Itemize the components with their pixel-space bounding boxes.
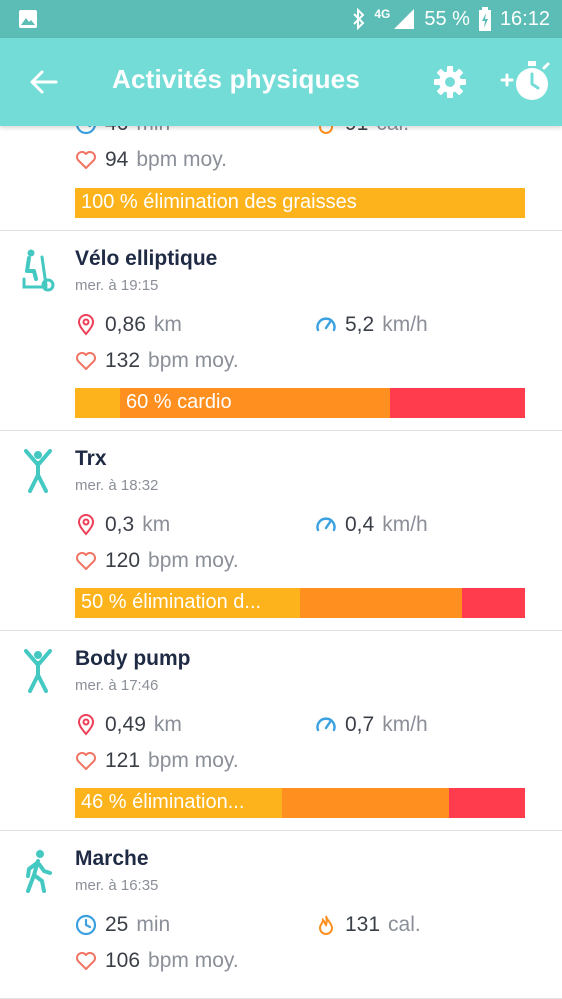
zone-cardio <box>120 388 390 418</box>
status-bar: 4G 55 % 16:12 <box>0 0 562 38</box>
heart-rate-stat: 132 bpm moy. <box>75 349 239 373</box>
heart-zone-bar: 50 % élimination d... <box>75 588 525 618</box>
heart-zone-bar: 100 % élimination des graisses <box>75 188 525 218</box>
elliptical-icon <box>22 249 55 292</box>
zone-fat-burn <box>75 388 120 418</box>
distance-stat: 0,3 km <box>75 513 170 537</box>
location-pin-icon <box>77 314 95 336</box>
activity-name: Vélo elliptique <box>75 247 218 270</box>
image-notification-icon <box>19 10 37 28</box>
gear-icon[interactable] <box>432 64 468 100</box>
duration-stat: 25 min <box>75 913 170 937</box>
page-title: Activités physiques <box>112 64 360 94</box>
walking-person-icon <box>26 850 52 893</box>
activity-card[interactable]: Vélo elliptique mer. à 19:15 0,86 km 5,2 k… <box>0 231 562 431</box>
bluetooth-icon <box>353 8 365 30</box>
workout-person-icon <box>24 649 52 693</box>
location-pin-icon <box>77 514 95 536</box>
heart-icon <box>76 952 96 970</box>
calories-stat: 91cal. <box>315 126 409 136</box>
back-arrow-icon[interactable] <box>28 66 60 98</box>
zone-peak <box>390 388 525 418</box>
distance-stat: 0,49 km <box>75 713 182 737</box>
heart-icon <box>76 752 96 770</box>
heart-rate-stat: 106 bpm moy. <box>75 949 239 973</box>
zone-label: 46 % élimination... <box>81 791 245 813</box>
activity-name: Marche <box>75 847 149 870</box>
zone-fat-burn <box>75 588 300 618</box>
battery-percent: 55 % <box>424 7 470 30</box>
speedometer-icon <box>316 317 336 332</box>
heart-zone-bar: 60 % cardio <box>75 388 525 418</box>
flame-icon <box>318 915 334 935</box>
activity-card[interactable]: Trx mer. à 18:32 0,3 km 0,4 km/h 120 bpm mo… <box>0 431 562 631</box>
speed-stat: 0,4 km/h <box>315 513 428 537</box>
zone-cardio <box>282 788 449 818</box>
location-pin-icon <box>77 714 95 736</box>
network-type: 4G <box>374 7 391 21</box>
flame-icon <box>318 126 334 134</box>
distance-stat: 0,86 km <box>75 313 182 337</box>
clock: 16:12 <box>499 7 550 30</box>
activity-time: mer. à 16:35 <box>75 877 159 894</box>
workout-person-icon <box>24 449 52 493</box>
speedometer-icon <box>316 717 336 732</box>
signal-icon <box>394 9 415 29</box>
zone-label: 60 % cardio <box>126 391 232 413</box>
zone-label: 100 % élimination des graisses <box>81 191 357 213</box>
activity-name: Body pump <box>75 647 191 670</box>
zone-label: 50 % élimination d... <box>81 591 262 613</box>
speedometer-icon <box>316 517 336 532</box>
heart-icon <box>76 552 96 570</box>
app-bar: Activités physiques <box>0 38 562 126</box>
heart-rate-stat: 94 bpm moy. <box>75 148 227 172</box>
heart-zone-bar: 46 % élimination... <box>75 788 525 818</box>
duration-stat: 46min <box>75 126 170 136</box>
activity-name: Trx <box>75 447 107 470</box>
calories-stat: 131 cal. <box>315 913 421 937</box>
zone-fat-burn <box>75 788 282 818</box>
clock-icon <box>75 914 97 936</box>
zone-fat-burn <box>75 188 525 218</box>
battery-charging-icon <box>478 7 491 31</box>
add-exercise-timer-icon[interactable] <box>500 58 552 104</box>
speed-stat: 5,2 km/h <box>315 313 428 337</box>
zone-peak <box>448 788 525 818</box>
heart-rate-stat: 121 bpm moy. <box>75 749 239 773</box>
speed-stat: 0,7 km/h <box>315 713 428 737</box>
zone-peak <box>462 588 525 618</box>
activity-time: mer. à 17:46 <box>75 677 159 694</box>
activity-card[interactable]: Body pump mer. à 17:46 0,49 km 0,7 km/h 12… <box>0 631 562 831</box>
activity-time: mer. à 18:32 <box>75 477 159 494</box>
heart-icon <box>76 352 96 370</box>
activity-time: mer. à 19:15 <box>75 277 159 294</box>
activity-card[interactable]: Marche mer. à 16:35 25 min 131 cal. 106 bpm… <box>0 831 562 999</box>
zone-cardio <box>300 588 462 618</box>
clock-icon <box>76 126 96 135</box>
heart-icon <box>76 151 96 169</box>
heart-rate-stat: 120 bpm moy. <box>75 549 239 573</box>
